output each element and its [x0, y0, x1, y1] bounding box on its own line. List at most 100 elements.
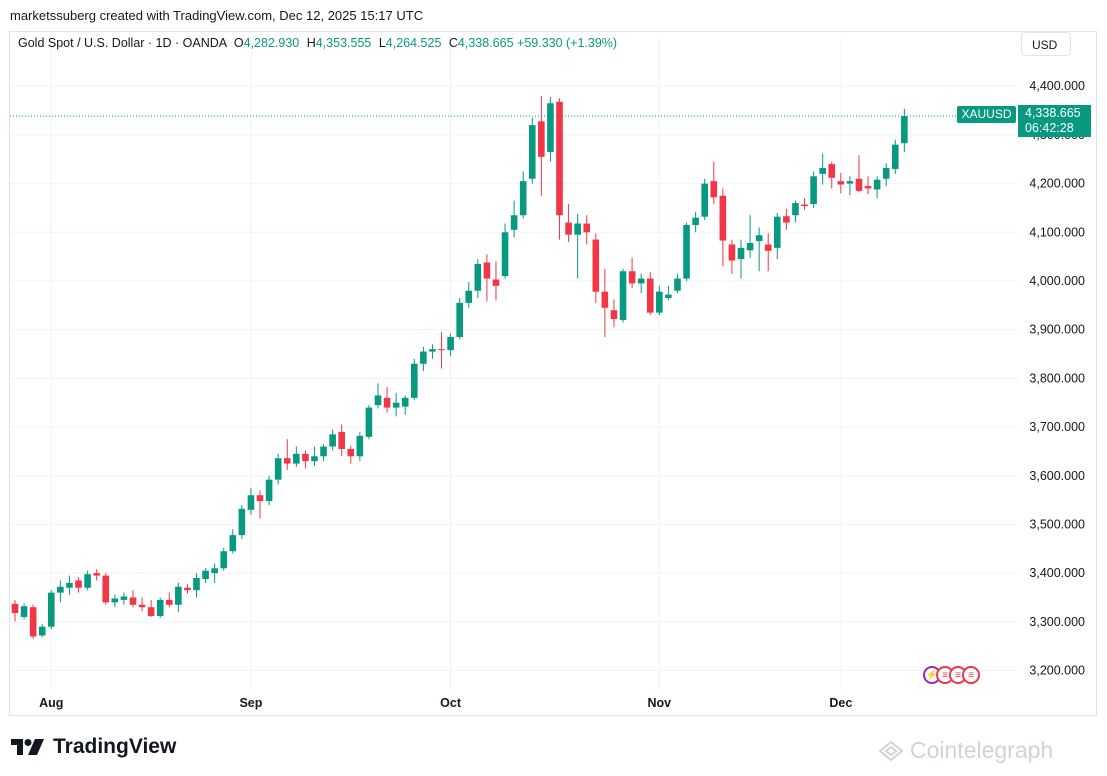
candle-body	[57, 586, 64, 593]
candle-body	[538, 121, 545, 157]
candle	[392, 392, 400, 417]
candle-body	[175, 586, 182, 605]
candle-body	[901, 116, 908, 144]
candle-body	[646, 278, 654, 313]
candle	[447, 333, 454, 357]
candle-body	[592, 239, 600, 292]
y-tick-label: 3,400.000	[1029, 566, 1085, 580]
y-tick-label: 4,200.000	[1029, 177, 1085, 191]
y-tick-label: 3,900.000	[1029, 323, 1085, 337]
y-tick-label: 4,100.000	[1029, 225, 1085, 239]
candle	[48, 590, 55, 630]
candle-body	[283, 458, 291, 464]
candle-body	[374, 395, 382, 406]
candle	[465, 281, 473, 308]
tradingview-logo-icon	[11, 739, 44, 755]
candle-body	[184, 587, 191, 591]
candle	[156, 597, 164, 618]
candle	[138, 597, 146, 612]
legend-symbol: Gold Spot / U.S. Dollar · 1D · OANDA	[18, 36, 227, 50]
candle	[774, 212, 781, 260]
currency-button[interactable]: USD	[1021, 32, 1071, 56]
candle-body	[819, 168, 826, 174]
candle-body	[329, 434, 336, 447]
candle-body	[692, 217, 699, 225]
candle	[247, 487, 255, 515]
legend-open-label: O	[233, 36, 244, 50]
candle	[365, 405, 373, 440]
candle-body	[302, 453, 309, 462]
candle-body	[483, 262, 491, 279]
candle	[828, 161, 836, 189]
candle-body	[383, 397, 391, 408]
candle	[111, 594, 119, 608]
event-badges[interactable]: ⚡ ≡ ≡ ≡	[923, 666, 980, 684]
candle-body	[601, 291, 609, 308]
candle	[592, 233, 600, 303]
symbol-price-tag: XAUUSD	[957, 106, 1016, 123]
last-price-label: 4,338.665 06:42:28	[1018, 105, 1091, 137]
candle-body	[701, 183, 708, 217]
candle-body	[492, 279, 500, 286]
candle	[674, 273, 681, 294]
candle-body	[338, 431, 345, 449]
candle	[29, 604, 37, 639]
candle-body	[619, 271, 627, 320]
legend-low-label: L	[378, 36, 386, 50]
candle-body	[147, 607, 155, 616]
candle-body	[120, 596, 128, 600]
candle	[692, 211, 699, 233]
candle	[274, 453, 282, 485]
candle	[120, 592, 128, 605]
x-tick-label: Nov	[648, 696, 672, 710]
candle	[846, 176, 854, 196]
candle	[519, 171, 527, 219]
candle	[683, 222, 690, 281]
tradingview-logo[interactable]: TradingView	[11, 735, 176, 759]
candle	[565, 204, 572, 243]
tradingview-logo-text: TradingView	[53, 735, 177, 758]
candle-body	[792, 203, 799, 216]
candle-body	[864, 186, 872, 189]
candle-body	[737, 247, 745, 260]
candle-body	[93, 573, 100, 576]
candle	[746, 215, 754, 258]
candle-body	[193, 578, 200, 591]
candle	[374, 383, 382, 409]
candle-body	[365, 407, 373, 437]
candle	[401, 395, 409, 415]
legend-close-label: C	[448, 36, 458, 50]
candle-body	[75, 580, 82, 588]
candle	[456, 298, 463, 340]
candle-body	[719, 195, 727, 241]
candle-body	[38, 626, 46, 636]
candle-body	[256, 495, 264, 502]
candle	[701, 178, 708, 221]
candle-body	[347, 448, 355, 457]
candle	[728, 239, 736, 274]
candle	[147, 599, 155, 617]
candle	[429, 344, 436, 359]
candle-body	[238, 508, 246, 536]
legend-open-value: 4,282.930	[243, 36, 300, 50]
candle	[792, 200, 799, 223]
candle	[184, 583, 191, 594]
candle-body	[519, 181, 527, 216]
candle-body	[574, 223, 581, 235]
candle-body	[20, 606, 28, 617]
candle	[411, 358, 418, 401]
candle-body	[11, 603, 19, 614]
y-tick-label: 3,700.000	[1029, 420, 1085, 434]
us-flag-icon[interactable]: ≡	[962, 666, 980, 684]
candle-body	[138, 604, 146, 608]
candle-body	[764, 244, 772, 251]
candle-body	[392, 402, 400, 408]
legend-high-value: 4,353.555	[315, 36, 372, 50]
candle	[165, 592, 173, 608]
price-axis: 4,400.0004,300.0004,200.0004,100.0004,00…	[1029, 79, 1085, 677]
candle-body	[111, 598, 119, 603]
candle	[283, 439, 291, 470]
candle	[329, 429, 336, 451]
candle	[528, 117, 536, 184]
